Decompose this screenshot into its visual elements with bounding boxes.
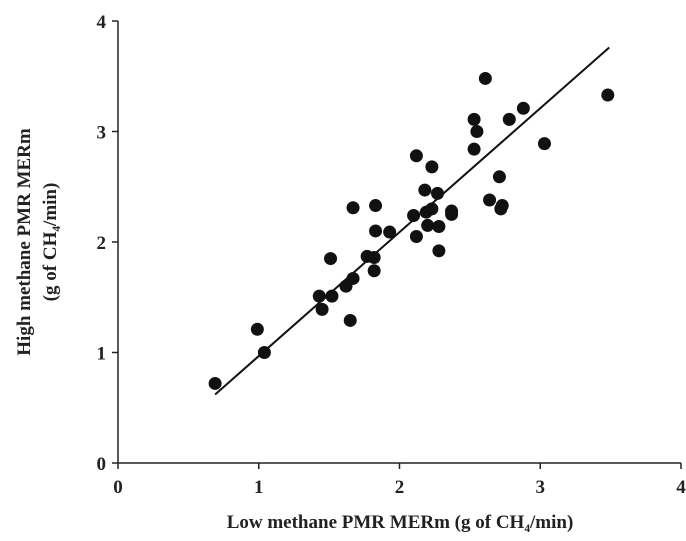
point [369,224,383,238]
x-tick-label: 3 [536,477,546,498]
point [601,88,615,102]
point [467,142,481,156]
x-tick-label: 1 [254,477,264,498]
point [478,71,492,85]
point [470,125,484,138]
point [315,302,329,316]
point [421,218,435,232]
x-tick-label: 2 [395,477,405,498]
point [383,225,397,239]
point [445,207,459,221]
point [502,112,516,126]
point [483,193,497,207]
point [432,244,446,258]
y-axis-label-group: High methane PMR MERm (g of CH₄/min) [14,128,61,356]
y-tick-label: 0 [97,454,107,475]
point [346,201,360,215]
point [432,220,446,234]
x-tick-label: 4 [676,477,686,498]
y-tick-label: 4 [97,12,107,33]
point [537,137,551,151]
point [492,170,506,184]
point [425,160,439,174]
y-axis-label: High methane PMR MERm [14,128,35,356]
y-tick-label: 1 [97,344,107,365]
point [343,313,357,327]
point [409,229,423,243]
y-tick-label: 3 [97,123,107,144]
point [367,250,381,264]
trend-line [214,46,610,396]
point [324,252,338,266]
point [407,208,421,222]
point [250,322,264,336]
point [418,183,432,197]
point [369,199,383,213]
point [409,149,423,163]
point [325,289,339,303]
y-tick-label: 2 [97,233,107,254]
point [208,376,222,390]
point [367,264,381,278]
y-axis-label: (g of CH₄/min) [40,183,61,302]
point [312,289,326,303]
x-tick-label: 0 [113,477,123,498]
x-axis-label: Low methane PMR MERm (g of CH₄/min) [227,512,574,533]
point [516,101,530,115]
point [467,112,481,126]
point [495,199,509,213]
